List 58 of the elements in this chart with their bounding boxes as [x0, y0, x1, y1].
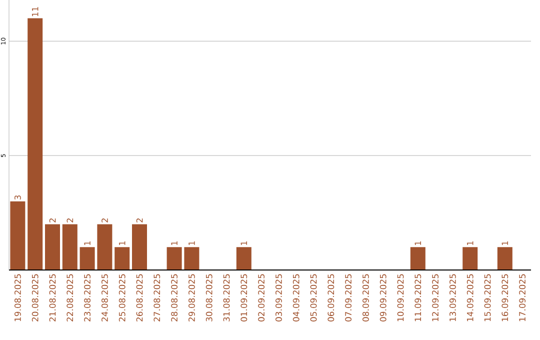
bar: [410, 247, 426, 270]
x-tick-label: 19.08.2025: [14, 274, 21, 322]
x-tick-label: 22.08.2025: [66, 274, 74, 322]
x-tick-label: 05.09.2025: [310, 274, 317, 322]
bar: [28, 18, 43, 270]
bar: [62, 224, 78, 270]
x-tick-label: 04.09.2025: [292, 274, 300, 322]
bar: [184, 247, 200, 270]
x-tick-label: 31.08.2025: [223, 274, 230, 322]
x-tick-label: 02.09.2025: [258, 274, 265, 322]
bar: [45, 224, 60, 270]
x-tick-label: 06.09.2025: [328, 274, 334, 322]
x-tick-label: 24.08.2025: [102, 274, 108, 322]
x-tick-label: 09.09.2025: [380, 274, 386, 322]
bar: [236, 247, 252, 270]
x-tick-label: 29.08.2025: [188, 274, 195, 322]
x-tick-label: 08.09.2025: [362, 274, 369, 322]
data-label: 1: [119, 241, 126, 245]
data-label: 1: [240, 241, 247, 245]
x-tick-label: 30.08.2025: [206, 274, 212, 322]
x-tick-label: 20.08.2025: [32, 274, 38, 322]
x-tick-label: 16.09.2025: [502, 274, 508, 322]
x-tick-label: 27.08.2025: [154, 274, 160, 322]
x-tick-label: 21.08.2025: [49, 274, 56, 322]
bar: [166, 247, 182, 270]
x-tick-label: 07.09.2025: [345, 274, 352, 322]
bar: [10, 201, 26, 270]
data-label: 1: [467, 241, 474, 245]
data-label: 1: [502, 241, 508, 245]
x-tick-label: 28.08.2025: [171, 274, 178, 322]
bar: [80, 247, 95, 270]
data-label: 2: [49, 218, 56, 222]
x-tick-label: 10.09.2025: [397, 274, 404, 322]
data-label: 3: [14, 195, 21, 200]
x-tick-label: 14.09.2025: [466, 274, 474, 322]
x-tick-label: 15.09.2025: [484, 274, 491, 322]
x-tick-label: 17.09.2025: [519, 274, 526, 322]
bar: [462, 247, 478, 270]
bar: [497, 247, 512, 270]
x-tick-label: 13.09.2025: [450, 274, 456, 322]
bar: [97, 224, 112, 270]
data-label: 1: [84, 241, 90, 245]
x-tick-label: 25.08.2025: [118, 274, 126, 322]
x-tick-label: 03.09.2025: [276, 274, 282, 322]
data-label: 1: [171, 241, 178, 245]
data-label: 11: [32, 7, 38, 16]
x-tick-label: 01.09.2025: [240, 274, 248, 322]
bar: [114, 247, 130, 270]
data-label: 1: [188, 241, 195, 245]
data-label: 2: [66, 218, 74, 222]
x-tick-label: 12.09.2025: [432, 274, 439, 322]
x-tick-label: 23.08.2025: [84, 274, 91, 322]
bar: [132, 224, 147, 270]
data-label: 1: [414, 241, 421, 245]
data-label: 2: [136, 218, 143, 222]
data-label: 2: [102, 218, 108, 222]
x-tick-label: 26.08.2025: [136, 274, 143, 322]
x-tick-label: 11.09.2025: [414, 274, 422, 322]
